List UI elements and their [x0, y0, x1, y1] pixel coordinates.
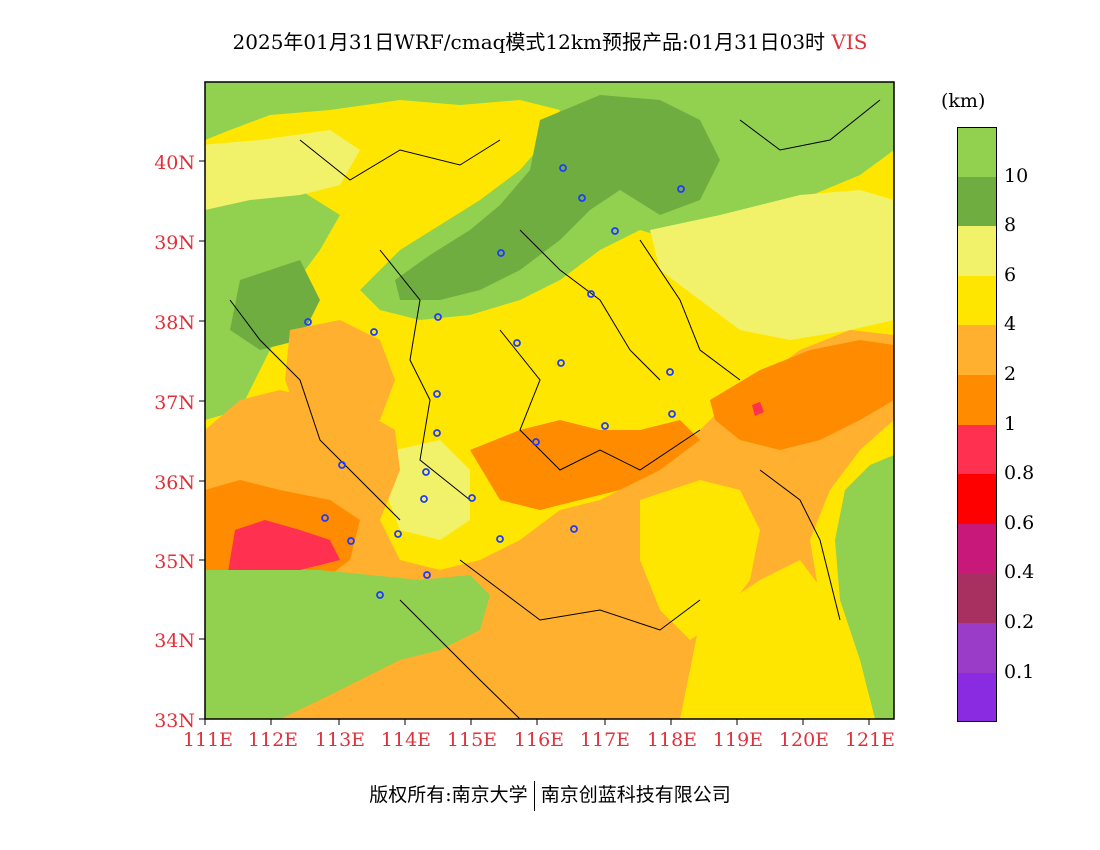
legend-unit: (km)	[941, 90, 986, 112]
region-orange-east	[710, 340, 894, 450]
legend-swatch	[957, 176, 997, 227]
region-north-darkgreen	[395, 95, 720, 300]
title-main: 2025年01月31日WRF/cmaq模式12km预报产品:01月31日03时	[232, 30, 826, 54]
legend-level-label: 8	[1004, 214, 1017, 237]
lat-label-40n: 40N	[154, 152, 195, 174]
legend-swatch	[957, 275, 997, 326]
lat-label-39n: 39N	[154, 232, 195, 254]
region-west-darkgreen	[230, 260, 320, 350]
lat-label-34n: 34N	[154, 630, 195, 652]
legend-level-label: 4	[1004, 313, 1017, 336]
legend-swatch	[957, 424, 997, 475]
footer-copyright: 版权所有:南京大学	[369, 784, 528, 806]
region-lightorange-mid	[285, 320, 395, 430]
lat-label-36n: 36N	[154, 472, 195, 494]
legend-swatch	[957, 623, 997, 673]
lat-label-37n: 37N	[154, 392, 195, 414]
province-boundaries	[229, 99, 881, 719]
legend-level-label: 0.6	[1004, 511, 1035, 534]
footer: 版权所有:南京大学 南京创蓝科技有限公司	[0, 780, 1100, 811]
legend-level-label: 2	[1004, 363, 1017, 385]
region-orange-central	[470, 420, 700, 510]
region-southwest-green	[205, 570, 490, 719]
title-variable: VIS	[831, 30, 868, 54]
lon-label-120e: 120E	[779, 729, 829, 751]
region-lightyellow-3	[385, 440, 470, 540]
lon-label-113e: 113E	[315, 729, 365, 751]
legend-swatch	[957, 474, 997, 524]
city-markers	[304, 164, 685, 599]
lon-label-121e: 121E	[845, 729, 895, 751]
lon-label-112e: 112E	[248, 729, 298, 751]
legend-level-label: 0.1	[1004, 660, 1035, 683]
legend-swatch	[957, 672, 997, 723]
legend-swatch	[957, 573, 997, 623]
legend-level-label: 0.8	[1004, 462, 1035, 485]
region-lightyellow-1	[205, 130, 360, 210]
region-yellow-southeast	[680, 560, 860, 719]
axis-ticks	[199, 160, 870, 725]
lat-label-35n: 35N	[154, 551, 195, 573]
legend-level-label: 6	[1004, 263, 1017, 286]
footer-company: 南京创蓝科技有限公司	[540, 784, 731, 806]
legend-level-label: 0.2	[1004, 611, 1035, 633]
lat-label-38n: 38N	[154, 312, 195, 334]
region-lightyellow-2	[650, 190, 894, 340]
legend-swatch	[957, 523, 997, 574]
map-title: 2025年01月31日WRF/cmaq模式12km预报产品:01月31日03时 …	[0, 26, 1100, 55]
lon-label-111e: 111E	[183, 729, 233, 751]
legend-swatch	[957, 127, 997, 177]
footer-separator	[533, 781, 535, 811]
lon-label-117e: 117E	[580, 729, 630, 751]
lon-label-118e: 118E	[647, 729, 697, 751]
lon-label-119e: 119E	[713, 729, 763, 751]
map-fill-layer	[205, 82, 894, 719]
lon-label-115e: 115E	[447, 729, 497, 751]
legend-level-label: 1	[1004, 412, 1017, 435]
lon-label-114e: 114E	[381, 729, 431, 751]
region-southeast-green	[835, 455, 894, 719]
legend-swatch	[957, 325, 997, 375]
region-red-east	[752, 402, 764, 416]
legend-swatch	[957, 375, 997, 425]
legend-level-label: 10	[1004, 164, 1029, 187]
lon-label-116e: 116E	[514, 729, 564, 751]
legend-level-label: 0.4	[1004, 561, 1035, 584]
lat-label-33n: 33N	[154, 710, 195, 732]
legend-swatch	[957, 226, 997, 276]
